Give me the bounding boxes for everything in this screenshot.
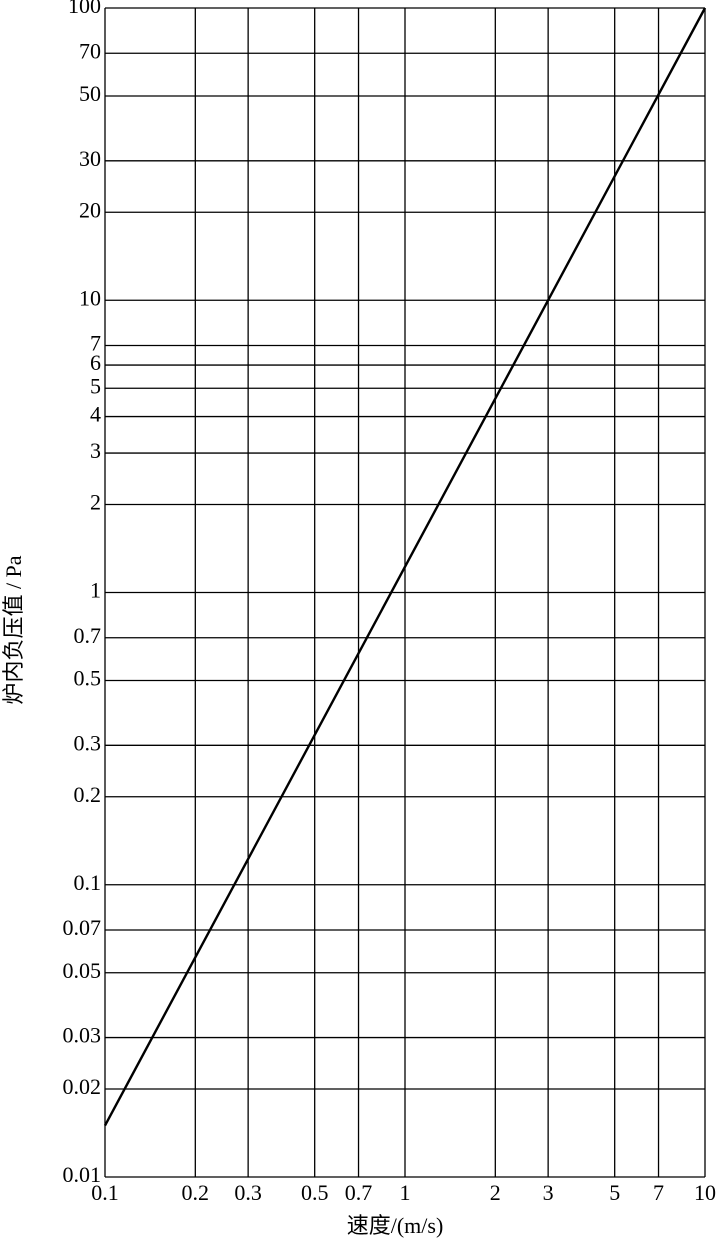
x-tick-label: 3: [543, 1180, 554, 1205]
y-tick-label: 4: [90, 402, 101, 427]
x-axis-label: 速度/(m/s): [347, 1213, 444, 1238]
y-tick-label: 50: [79, 81, 101, 106]
y-axis-label: 炉内负压值 / Pa: [1, 555, 26, 704]
y-tick-label: 30: [79, 146, 101, 171]
x-tick-label: 0.3: [234, 1180, 262, 1205]
x-tick-label: 2: [490, 1180, 501, 1205]
y-tick-label: 2: [90, 490, 101, 515]
y-tick-label: 0.01: [63, 1162, 102, 1187]
x-tick-label: 0.5: [301, 1180, 329, 1205]
x-tick-label: 1: [400, 1180, 411, 1205]
y-tick-label: 100: [68, 0, 101, 18]
y-tick-label: 0.02: [63, 1074, 102, 1099]
y-tick-label: 0.05: [63, 958, 102, 983]
y-tick-label: 0.07: [63, 915, 102, 940]
y-tick-label: 0.7: [74, 623, 102, 648]
x-tick-label: 5: [609, 1180, 620, 1205]
y-tick-label: 7: [90, 331, 101, 356]
x-tick-label: 0.1: [91, 1180, 119, 1205]
y-tick-label: 20: [79, 197, 101, 222]
x-tick-label: 10: [694, 1180, 716, 1205]
x-tick-label: 0.7: [345, 1180, 373, 1205]
y-tick-label: 0.5: [74, 666, 102, 691]
y-tick-label: 0.1: [74, 870, 102, 895]
y-tick-label: 0.03: [63, 1023, 102, 1048]
x-tick-label: 0.2: [182, 1180, 210, 1205]
y-tick-label: 1: [90, 578, 101, 603]
y-tick-label: 0.3: [74, 730, 102, 755]
data-line: [103, 7, 707, 1127]
y-tick-label: 3: [90, 438, 101, 463]
y-tick-label: 5: [90, 373, 101, 398]
y-tick-label: 0.2: [74, 782, 102, 807]
x-tick-label: 7: [653, 1180, 664, 1205]
y-tick-label: 6: [90, 350, 101, 375]
y-tick-label: 70: [79, 38, 101, 63]
y-tick-label: 10: [79, 285, 101, 310]
